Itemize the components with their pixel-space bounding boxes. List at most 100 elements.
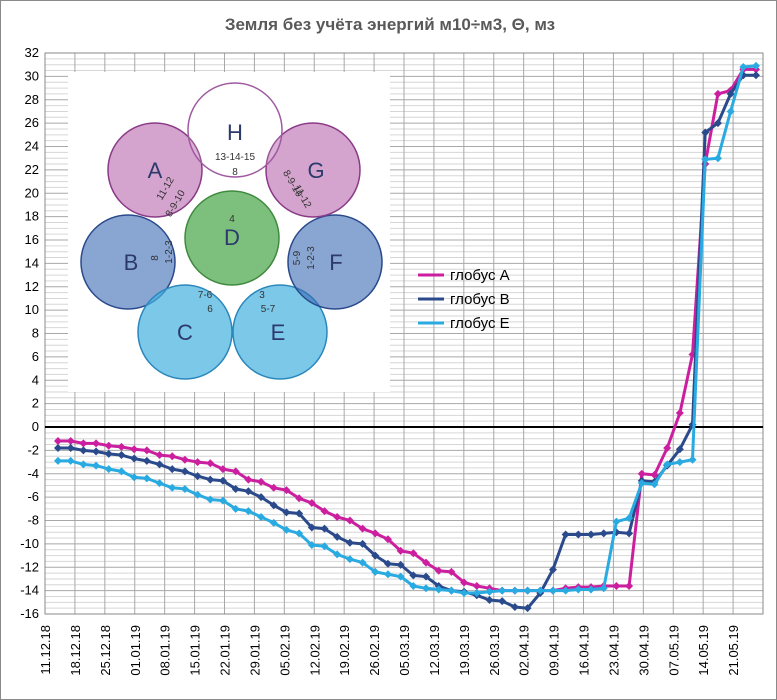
data-point — [231, 467, 240, 476]
data-point — [320, 524, 329, 533]
data-point — [396, 546, 405, 555]
data-point — [701, 155, 710, 164]
x-tick-label: 02.04.19 — [517, 625, 532, 676]
data-point — [218, 465, 227, 474]
data-point — [358, 539, 367, 548]
data-point — [447, 567, 456, 576]
diagram-code: 5-7 — [261, 304, 276, 315]
diagram-circle-f — [287, 214, 383, 310]
data-point — [383, 535, 392, 544]
data-point — [472, 588, 481, 597]
data-point — [295, 529, 304, 538]
x-tick-label: 07.05.19 — [666, 625, 681, 676]
diagram-code: 4 — [229, 214, 235, 225]
data-point — [180, 484, 189, 493]
x-tick-label: 26.02.19 — [367, 625, 382, 676]
data-point — [422, 572, 431, 581]
diagram-code: 5-9 — [292, 250, 303, 265]
data-point — [485, 587, 494, 596]
data-point — [295, 509, 304, 518]
x-tick-label: 15.01.19 — [188, 625, 203, 676]
data-point — [422, 558, 431, 567]
data-point — [510, 586, 519, 595]
data-point — [663, 460, 672, 469]
data-point — [206, 495, 215, 504]
data-point — [333, 550, 342, 559]
data-point — [180, 455, 189, 464]
data-point — [510, 602, 519, 611]
axis-layer: 32302826242220181614121086420-2-4-6-8-10… — [20, 45, 763, 676]
x-tick-label: 23.04.19 — [606, 625, 621, 676]
data-point — [168, 452, 177, 461]
data-point — [371, 551, 380, 560]
data-point — [333, 532, 342, 541]
data-point — [574, 530, 583, 539]
data-point — [92, 447, 101, 456]
data-point — [358, 524, 367, 533]
data-point — [206, 475, 215, 484]
y-tick-label: 4 — [32, 372, 39, 387]
diagram-circle-a — [107, 122, 203, 218]
data-point — [383, 570, 392, 579]
legend: глобус А глобус В глобус Е — [418, 267, 510, 332]
data-point — [257, 493, 266, 502]
data-point — [688, 455, 697, 464]
data-point — [168, 483, 177, 492]
data-point — [206, 459, 215, 468]
x-tick-label: 05.03.19 — [397, 625, 412, 676]
data-point — [231, 504, 240, 513]
data-point — [472, 581, 481, 590]
data-point — [269, 501, 278, 510]
diagram-code: 6 — [207, 304, 213, 315]
data-point — [371, 567, 380, 576]
data-point — [701, 128, 710, 137]
data-point — [79, 460, 88, 469]
y-tick-label: 14 — [25, 255, 39, 270]
data-point — [130, 473, 139, 482]
x-tick-label: 19.02.19 — [337, 625, 352, 676]
data-point — [561, 530, 570, 539]
y-tick-label: 22 — [25, 162, 39, 177]
data-point — [713, 119, 722, 128]
data-point — [548, 565, 557, 574]
data-point — [244, 475, 253, 484]
data-point — [333, 512, 342, 521]
data-point — [434, 585, 443, 594]
data-point — [269, 518, 278, 527]
data-point — [675, 458, 684, 467]
data-point — [345, 555, 354, 564]
data-point — [726, 107, 735, 116]
data-point — [269, 483, 278, 492]
data-point — [104, 465, 113, 474]
x-tick-label: 25.12.18 — [98, 625, 113, 676]
data-point — [675, 445, 684, 454]
diagram-label: A — [148, 158, 163, 183]
data-point — [739, 63, 748, 72]
diagram-code: 3 — [259, 290, 265, 301]
diagram-circle-b — [80, 214, 176, 310]
data-point — [409, 581, 418, 590]
data-point — [218, 476, 227, 485]
x-tick-label: 01.01.19 — [128, 625, 143, 676]
diagram-circle-e — [232, 284, 328, 380]
data-point — [282, 508, 291, 517]
data-point — [599, 584, 608, 593]
data-point — [574, 585, 583, 594]
data-point — [447, 586, 456, 595]
data-point — [713, 154, 722, 163]
data-point — [66, 444, 75, 453]
y-tick-label: -16 — [20, 606, 39, 621]
data-point — [409, 571, 418, 580]
data-point — [218, 496, 227, 505]
x-tick-label: 05.02.19 — [277, 625, 292, 676]
data-point — [142, 446, 151, 455]
data-point — [282, 525, 291, 534]
diagram-circle-c — [137, 284, 233, 380]
x-tick-label: 18.12.18 — [68, 625, 83, 676]
diagram-circle-d — [184, 190, 280, 286]
data-point — [104, 441, 113, 450]
y-tick-label: -6 — [27, 489, 39, 504]
x-tick-label: 08.01.19 — [158, 625, 173, 676]
